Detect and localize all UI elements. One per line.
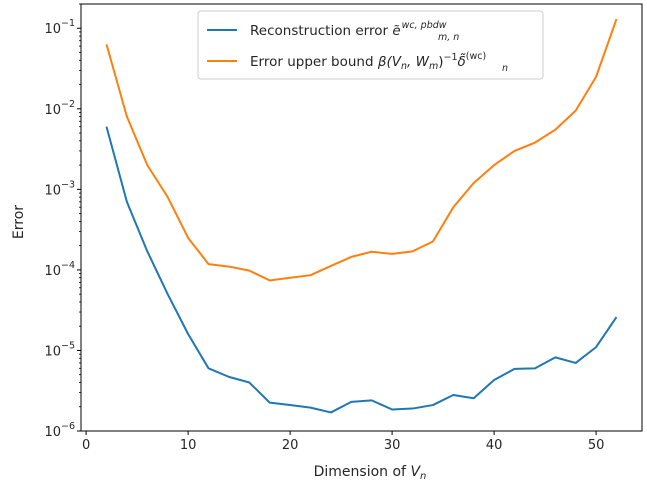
x-tick-label: 30 bbox=[384, 438, 401, 453]
x-tick-label: 0 bbox=[82, 438, 90, 453]
y-tick-label: 10−5 bbox=[44, 340, 75, 359]
series-line-1 bbox=[105, 126, 618, 414]
legend-label-error-upper-bound: Error upper bound β(Vn, Wm)−1δ̃(wc)n bbox=[250, 51, 508, 74]
x-tick-label: 20 bbox=[282, 438, 299, 453]
legend-label-reconstruction-error: Reconstruction error ẽwc, pbdw m, n bbox=[250, 20, 459, 43]
plot-frame bbox=[80, 3, 643, 432]
y-tick-label: 10−1 bbox=[44, 18, 75, 37]
axes: 0 10 20 30 40 50 10−6 10−5 10−4 10−3 10−2 10−1 bbox=[44, 3, 643, 453]
x-tick-label: 10 bbox=[180, 438, 197, 453]
x-tick-label: 50 bbox=[588, 438, 605, 453]
y-tick-label: 10−2 bbox=[44, 99, 75, 118]
y-tick-label: 10−4 bbox=[44, 260, 75, 279]
legend: Reconstruction error ẽwc, pbdw m, n Error… bbox=[197, 10, 544, 80]
y-axis-label: Error bbox=[11, 205, 27, 239]
x-axis-label: Dimension of Vn bbox=[314, 464, 427, 482]
legend-frame bbox=[197, 10, 544, 80]
x-tick-label: 40 bbox=[486, 438, 503, 453]
plot-area bbox=[105, 18, 618, 414]
series-line-2 bbox=[105, 18, 618, 282]
y-tick-label: 10−3 bbox=[44, 179, 75, 198]
y-tick-label: 10−6 bbox=[44, 421, 75, 440]
